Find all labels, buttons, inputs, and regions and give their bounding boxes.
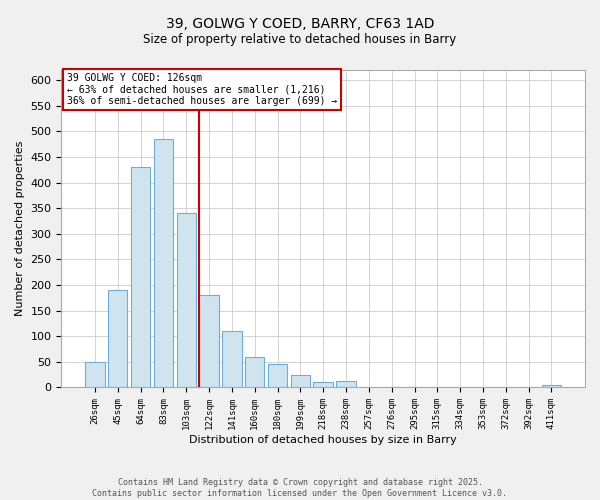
Bar	[108, 290, 127, 388]
Bar	[290, 374, 310, 388]
Bar	[268, 364, 287, 388]
Bar	[245, 356, 265, 388]
X-axis label: Distribution of detached houses by size in Barry: Distribution of detached houses by size …	[190, 435, 457, 445]
Y-axis label: Number of detached properties: Number of detached properties	[15, 141, 25, 316]
Text: 39, GOLWG Y COED, BARRY, CF63 1AD: 39, GOLWG Y COED, BARRY, CF63 1AD	[166, 18, 434, 32]
Bar	[176, 214, 196, 388]
Bar	[131, 168, 150, 388]
Bar	[313, 382, 333, 388]
Bar	[199, 296, 219, 388]
Bar	[542, 386, 561, 388]
Bar	[154, 139, 173, 388]
Text: 39 GOLWG Y COED: 126sqm
← 63% of detached houses are smaller (1,216)
36% of semi: 39 GOLWG Y COED: 126sqm ← 63% of detache…	[67, 73, 337, 106]
Text: Contains HM Land Registry data © Crown copyright and database right 2025.
Contai: Contains HM Land Registry data © Crown c…	[92, 478, 508, 498]
Bar	[85, 362, 104, 388]
Bar	[222, 331, 242, 388]
Bar	[337, 382, 356, 388]
Text: Size of property relative to detached houses in Barry: Size of property relative to detached ho…	[143, 32, 457, 46]
